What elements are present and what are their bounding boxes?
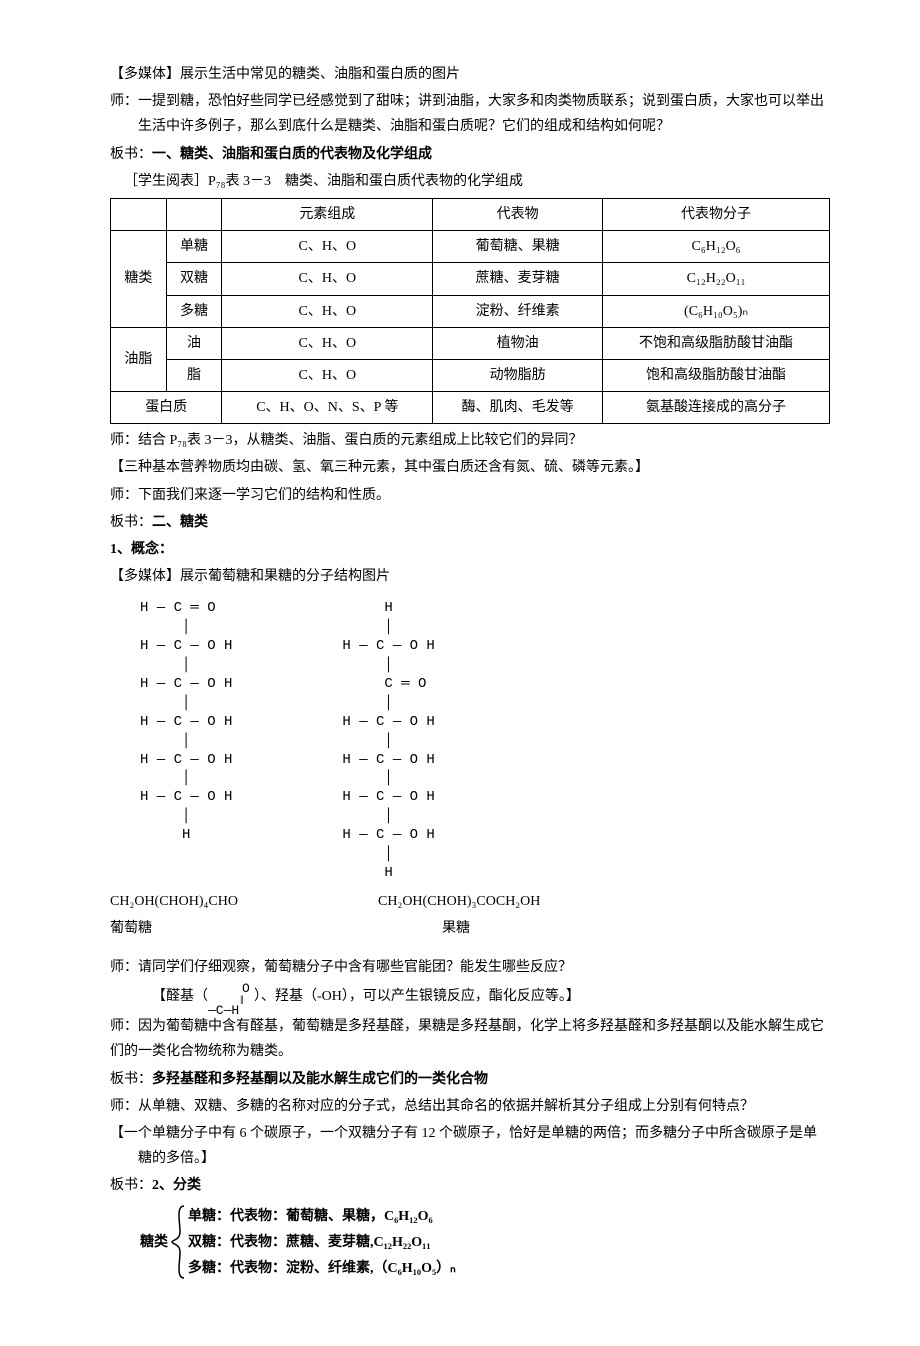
classification: 糖类 单糖：代表物：葡萄糖、果糖，C₆H₁₂O₆ 双糖：代表物：蔗糖、麦芽糖,C… xyxy=(140,1203,830,1283)
teacher-line-5: 师：因为葡萄糖中含有醛基，葡萄糖是多羟基醛，果糖是多羟基酮，化学上将多羟基醛和多… xyxy=(110,1014,830,1064)
cell-mol: C₁₂H₂₂O₁₁ xyxy=(603,263,830,295)
fructose-structure: H │ H — C — O H │ C ═ O │ H — C — O H │ … xyxy=(342,599,434,882)
cell-cat: 油脂 xyxy=(111,327,167,391)
cell-sub: 双糖 xyxy=(166,263,222,295)
cell-elem: C、H、O xyxy=(222,295,433,327)
read-table: ［学生阅表］P₇₈表 3－3 糖类、油脂和蛋白质代表物的化学组成 xyxy=(110,169,830,194)
cho-group: O‖—C—H xyxy=(208,982,254,1012)
cell-mol: 氨基酸连接成的高分子 xyxy=(603,392,830,424)
list-item: 多糖：代表物：淀粉、纤维素,（C₆H₁₀O₅）ₙ xyxy=(188,1256,456,1281)
teacher-line-6: 师：从单糖、双糖、多糖的名称对应的分子式，总结出其命名的依据并解析其分子组成上分… xyxy=(110,1094,830,1119)
table-row: 蛋白质 C、H、O、N、S、P 等 酶、肌肉、毛发等 氨基酸连接成的高分子 xyxy=(111,392,830,424)
cell-sub: 多糖 xyxy=(166,295,222,327)
glucose-formula: CH₂OH(CHOH)₄CHO xyxy=(110,889,238,914)
table-row: 多糖 C、H、O 淀粉、纤维素 (C₆H₁₀O₅)ₙ xyxy=(111,295,830,327)
board-label: 板书： xyxy=(110,147,152,162)
cell-rep: 葡萄糖、果糖 xyxy=(433,231,603,263)
answer-3: 【一个单糖分子中有 6 个碳原子，一个双糖分子有 12 个碳原子，恰好是单糖的两… xyxy=(110,1121,830,1171)
cell-elem: C、H、O xyxy=(222,231,433,263)
board-text: 多羟基醛和多羟基酮以及能水解生成它们的一类化合物 xyxy=(152,1072,488,1087)
fructose-name: 果糖 xyxy=(442,916,470,941)
cell-rep: 动物脂肪 xyxy=(433,359,603,391)
board-label: 板书： xyxy=(110,515,152,530)
table-row: 双糖 C、H、O 蔗糖、麦芽糖 C₁₂H₂₂O₁₁ xyxy=(111,263,830,295)
cell-sub: 脂 xyxy=(166,359,222,391)
board-text: 一、糖类、油脂和蛋白质的代表物及化学组成 xyxy=(152,147,432,162)
th-rep: 代表物 xyxy=(433,198,603,230)
structure-diagrams: H — C ═ O │ H — C — O H │ H — C — O H │ … xyxy=(140,599,830,882)
cell-mol: 不饱和高级脂肪酸甘油酯 xyxy=(603,327,830,359)
table-row: 脂 C、H、O 动物脂肪 饱和高级脂肪酸甘油酯 xyxy=(111,359,830,391)
board-text: 2、分类 xyxy=(152,1178,201,1193)
name-row: 葡萄糖 果糖 xyxy=(110,916,830,941)
th-blank2 xyxy=(166,198,222,230)
cho-c: —C—H xyxy=(208,1004,239,1017)
cell-rep: 植物油 xyxy=(433,327,603,359)
teacher-line-4: 师：请同学们仔细观察，葡萄糖分子中含有哪些官能团？能发生哪些反应？ xyxy=(110,955,830,980)
cell-elem: C、H、O xyxy=(222,263,433,295)
glucose-name: 葡萄糖 xyxy=(110,916,152,941)
table-row: 糖类 单糖 C、H、O 葡萄糖、果糖 C₆H₁₂O₆ xyxy=(111,231,830,263)
answer-1: 【三种基本营养物质均由碳、氢、氧三种元素，其中蛋白质还含有氮、硫、磷等元素。】 xyxy=(110,455,830,480)
answer-2: 【醛基（O‖—C—H）、羟基（-OH），可以产生银镜反应，酯化反应等。】 xyxy=(110,982,830,1012)
th-mol: 代表物分子 xyxy=(603,198,830,230)
th-blank1 xyxy=(111,198,167,230)
table-row: 油脂 油 C、H、O 植物油 不饱和高级脂肪酸甘油酯 xyxy=(111,327,830,359)
th-elem: 元素组成 xyxy=(222,198,433,230)
composition-table: 元素组成 代表物 代表物分子 糖类 单糖 C、H、O 葡萄糖、果糖 C₆H₁₂O… xyxy=(110,198,830,424)
media-note: 【多媒体】展示生活中常见的糖类、油脂和蛋白质的图片 xyxy=(110,62,830,87)
cell-rep: 蔗糖、麦芽糖 xyxy=(433,263,603,295)
cell-mol: 饱和高级脂肪酸甘油酯 xyxy=(603,359,830,391)
cell-sub: 油 xyxy=(166,327,222,359)
board-text: 二、糖类 xyxy=(152,515,208,530)
board-label: 板书： xyxy=(110,1178,152,1193)
cell-elem: C、H、O xyxy=(222,327,433,359)
cho-dbl: ‖ xyxy=(240,994,242,1007)
cell-cat: 糖类 xyxy=(111,231,167,328)
classification-label: 糖类 xyxy=(140,1230,168,1255)
list-item: 双糖：代表物：蔗糖、麦芽糖,C₁₂H₂₂O₁₁ xyxy=(188,1230,456,1255)
cell-cat: 蛋白质 xyxy=(111,392,222,424)
board-1: 板书：一、糖类、油脂和蛋白质的代表物及化学组成 xyxy=(110,142,830,167)
teacher-line-1: 师：一提到糖，恐怕好些同学已经感觉到了甜味；讲到油脂，大家多和肉类物质联系；说到… xyxy=(110,89,830,139)
board-4: 板书：2、分类 xyxy=(110,1173,830,1198)
board-2: 板书：二、糖类 xyxy=(110,510,830,535)
list-item: 单糖：代表物：葡萄糖、果糖，C₆H₁₂O₆ xyxy=(188,1204,456,1229)
cell-elem: C、H、O xyxy=(222,359,433,391)
answer2-post: ）、羟基（-OH），可以产生银镜反应，酯化反应等。】 xyxy=(254,990,580,1005)
cell-elem: C、H、O、N、S、P 等 xyxy=(222,392,433,424)
board-label: 板书： xyxy=(110,1072,152,1087)
teacher-line-3: 师：下面我们来逐一学习它们的结构和性质。 xyxy=(110,483,830,508)
cell-rep: 酶、肌肉、毛发等 xyxy=(433,392,603,424)
cho-o: O xyxy=(242,982,250,995)
concept-heading: 1、概念： xyxy=(110,537,830,562)
glucose-structure: H — C ═ O │ H — C — O H │ H — C — O H │ … xyxy=(140,599,232,882)
cell-sub: 单糖 xyxy=(166,231,222,263)
answer2-pre: 【醛基（ xyxy=(152,990,208,1005)
cell-rep: 淀粉、纤维素 xyxy=(433,295,603,327)
cell-mol: C₆H₁₂O₆ xyxy=(603,231,830,263)
fructose-formula: CH₂OH(CHOH)₃COCH₂OH xyxy=(378,889,540,914)
board-3: 板书：多羟基醛和多羟基酮以及能水解生成它们的一类化合物 xyxy=(110,1067,830,1092)
cell-mol: (C₆H₁₀O₅)ₙ xyxy=(603,295,830,327)
formula-row: CH₂OH(CHOH)₄CHO CH₂OH(CHOH)₃COCH₂OH xyxy=(110,889,830,914)
brace-icon xyxy=(170,1204,188,1280)
table-header: 元素组成 代表物 代表物分子 xyxy=(111,198,830,230)
teacher-line-2: 师：结合 P₇₈表 3－3，从糖类、油脂、蛋白质的元素组成上比较它们的异同？ xyxy=(110,428,830,453)
classification-items: 单糖：代表物：葡萄糖、果糖，C₆H₁₂O₆ 双糖：代表物：蔗糖、麦芽糖,C₁₂H… xyxy=(188,1203,456,1283)
media-note-2: 【多媒体】展示葡萄糖和果糖的分子结构图片 xyxy=(110,564,830,589)
